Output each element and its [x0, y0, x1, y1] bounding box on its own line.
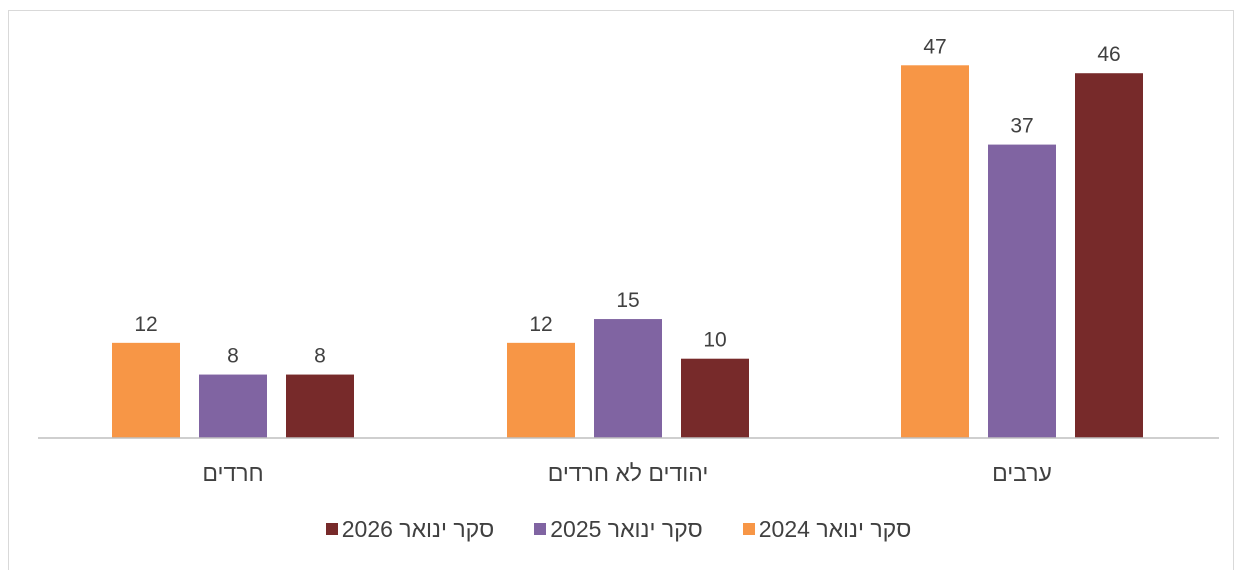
bar-2-2: [286, 374, 354, 438]
legend-label-0: סקר ינואר 2024: [758, 515, 912, 542]
bar-chart: 47 37 46 12 15 10 12 8 8 ערבים יהודים לא חרדים חרד…: [38, 35, 1219, 486]
value-label-1-0: 12: [529, 313, 552, 336]
legend-item-2: סקר ינואר 2026: [325, 515, 495, 543]
value-label-2-0: 12: [134, 313, 157, 336]
value-label-0-2: 46: [1097, 43, 1120, 66]
bar-0-2: [1075, 73, 1143, 438]
legend-swatch-1: [534, 523, 547, 535]
legend: סקר ינואר 2024 סקר ינואר 2025 סקר ינואר 20…: [0, 512, 1237, 546]
bar-0-0: [901, 65, 969, 438]
legend-item-1: סקר ינואר 2025: [534, 516, 703, 543]
value-label-2-2: 8: [314, 345, 326, 368]
legend-swatch-2: [325, 523, 338, 535]
bars-group: [112, 65, 1143, 438]
legend-label-1: סקר ינואר 2025: [550, 515, 703, 542]
category-label-0: ערבים: [992, 460, 1052, 486]
legend-swatch-0: [742, 523, 755, 535]
bar-1-0: [507, 342, 575, 438]
bar-2-0: [112, 342, 180, 438]
legend-item-0: סקר ינואר 2024: [742, 515, 912, 543]
category-labels-group: ערבים יהודים לא חרדים חרדים: [202, 460, 1052, 486]
value-label-1-2: 10: [703, 329, 726, 352]
category-label-1: יהודים לא חרדים: [548, 460, 709, 486]
bar-0-1: [988, 144, 1056, 438]
value-labels-group: 47 37 46 12 15 10 12 8 8: [134, 35, 1120, 367]
bar-2-1: [199, 374, 267, 438]
value-label-0-1: 37: [1010, 115, 1033, 138]
chart-frame: [8, 10, 1234, 570]
value-label-1-1: 15: [616, 289, 639, 312]
value-label-2-1: 8: [227, 345, 239, 368]
legend-label-2: סקר ינואר 2026: [341, 515, 495, 542]
bar-1-2: [681, 358, 749, 438]
bar-1-1: [594, 319, 662, 438]
category-label-2: חרדים: [202, 460, 263, 486]
value-label-0-0: 47: [923, 35, 946, 58]
